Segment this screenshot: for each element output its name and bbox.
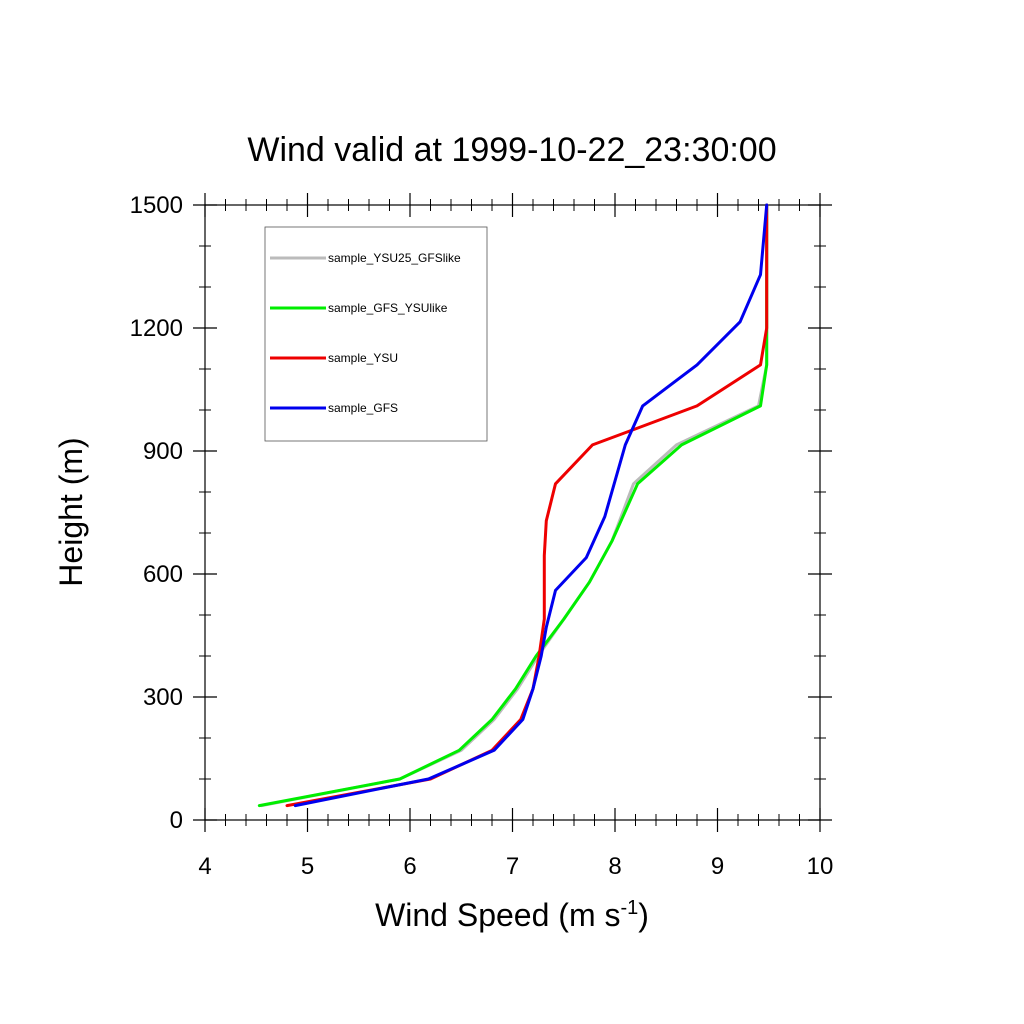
y-tick-label: 900 <box>143 438 183 465</box>
plot-area <box>204 204 821 821</box>
legend: sample_YSU25_GFSlike sample_GFS_YSUlikesa… <box>264 226 488 442</box>
x-axis-label: Wind Speed (m s-1) <box>375 897 649 933</box>
y-tick-label: 1500 <box>130 192 183 219</box>
series-lines <box>257 203 769 808</box>
x-axis-label-tail: ) <box>638 897 649 933</box>
y-tick-label: 600 <box>143 561 183 588</box>
legend-label: sample_GFS <box>328 401 398 415</box>
y-axis-label: Height (m) <box>53 437 89 586</box>
legend-box <box>264 226 488 442</box>
y-tick-label: 300 <box>143 684 183 711</box>
x-tick-label: 5 <box>301 853 314 880</box>
series-line-sample_GFS <box>293 203 769 808</box>
x-tick-label: 6 <box>403 853 416 880</box>
x-tick-label: 9 <box>711 853 724 880</box>
series-line-sample_GFS_YSUlike <box>257 203 769 808</box>
y-tick-label: 1200 <box>130 315 183 342</box>
x-axis-label-main: Wind Speed (m s <box>375 897 620 933</box>
x-axis-label-sup: -1 <box>620 897 638 919</box>
tick-labels: 4 5 6 7 8 9 10 0 300 600 900 1200 1500 <box>130 192 834 880</box>
chart-title: Wind valid at 1999-10-22_23:30:00 <box>247 131 776 169</box>
y-tick-label: 0 <box>170 807 183 834</box>
legend-label: sample_YSU <box>328 351 398 365</box>
x-tick-label: 10 <box>807 853 834 880</box>
legend-label: sample_YSU25_GFSlike <box>328 251 461 265</box>
plot-frame <box>204 204 821 821</box>
x-tick-label: 4 <box>198 853 211 880</box>
x-tick-label: 8 <box>608 853 621 880</box>
legend-label: sample_GFS_YSUlike <box>328 301 448 315</box>
x-tick-label: 7 <box>506 853 519 880</box>
series-line-sample_YSU <box>285 203 769 808</box>
